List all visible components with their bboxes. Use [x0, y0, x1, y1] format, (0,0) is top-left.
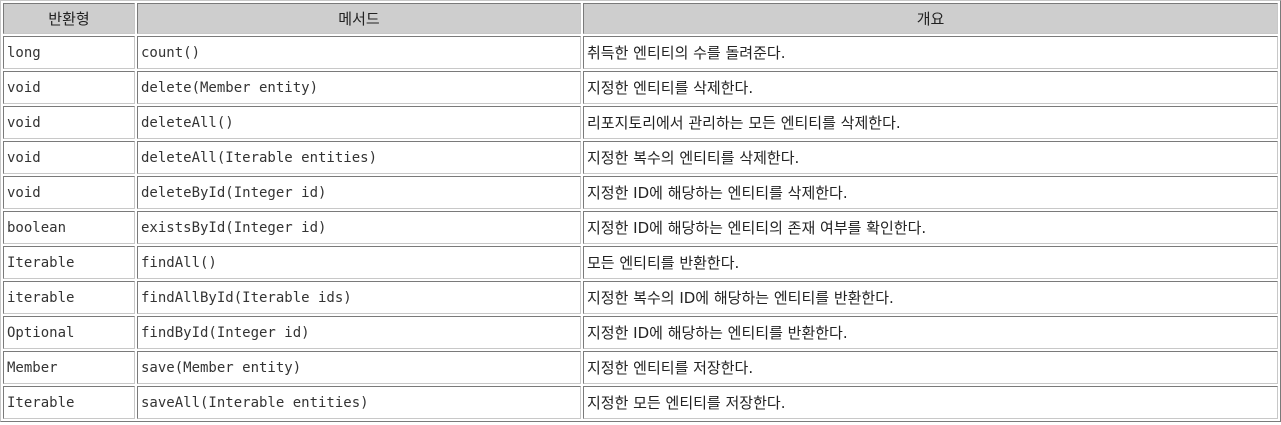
method-cell: saveAll(Interable entities) — [137, 386, 581, 419]
method-cell: existsById(Integer id) — [137, 211, 581, 244]
table-row: Optional findById(Integer id) 지정한 ID에 해당… — [3, 316, 1278, 349]
table-row: long count() 취득한 엔티티의 수를 돌려준다. — [3, 36, 1278, 69]
table-row: void deleteAll() 리포지토리에서 관리하는 모든 엔티티를 삭제… — [3, 106, 1278, 139]
table-row: void delete(Member entity) 지정한 엔티티를 삭제한다… — [3, 71, 1278, 104]
table-row: boolean existsById(Integer id) 지정한 ID에 해… — [3, 211, 1278, 244]
method-cell: deleteAll() — [137, 106, 581, 139]
return-type-cell: boolean — [3, 211, 135, 244]
return-type-cell: void — [3, 176, 135, 209]
return-type-cell: iterable — [3, 281, 135, 314]
table-row: Member save(Member entity) 지정한 엔티티를 저장한다… — [3, 351, 1278, 384]
method-cell: findAllById(Iterable ids) — [137, 281, 581, 314]
method-cell: deleteById(Integer id) — [137, 176, 581, 209]
table-row: Iterable findAll() 모든 엔티티를 반환한다. — [3, 246, 1278, 279]
return-type-cell: Optional — [3, 316, 135, 349]
table-row: void deleteById(Integer id) 지정한 ID에 해당하는… — [3, 176, 1278, 209]
header-return-type: 반환형 — [3, 3, 135, 34]
summary-cell: 지정한 엔티티를 삭제한다. — [583, 71, 1278, 104]
return-type-cell: Member — [3, 351, 135, 384]
method-cell: count() — [137, 36, 581, 69]
summary-cell: 취득한 엔티티의 수를 돌려준다. — [583, 36, 1278, 69]
method-cell: deleteAll(Iterable entities) — [137, 141, 581, 174]
return-type-cell: void — [3, 141, 135, 174]
table-row: iterable findAllById(Iterable ids) 지정한 복… — [3, 281, 1278, 314]
summary-cell: 지정한 ID에 해당하는 엔티티를 반환한다. — [583, 316, 1278, 349]
return-type-cell: long — [3, 36, 135, 69]
summary-cell: 모든 엔티티를 반환한다. — [583, 246, 1278, 279]
method-cell: findAll() — [137, 246, 581, 279]
header-method: 메서드 — [137, 3, 581, 34]
table-row: Iterable saveAll(Interable entities) 지정한… — [3, 386, 1278, 419]
header-row: 반환형 메서드 개요 — [3, 3, 1278, 34]
summary-cell: 지정한 ID에 해당하는 엔티티를 삭제한다. — [583, 176, 1278, 209]
table-row: void deleteAll(Iterable entities) 지정한 복수… — [3, 141, 1278, 174]
method-cell: delete(Member entity) — [137, 71, 581, 104]
table-body: long count() 취득한 엔티티의 수를 돌려준다. void dele… — [3, 36, 1278, 419]
return-type-cell: void — [3, 106, 135, 139]
summary-cell: 지정한 복수의 엔티티를 삭제한다. — [583, 141, 1278, 174]
summary-cell: 지정한 ID에 해당하는 엔티티의 존재 여부를 확인한다. — [583, 211, 1278, 244]
return-type-cell: Iterable — [3, 386, 135, 419]
method-cell: findById(Integer id) — [137, 316, 581, 349]
summary-cell: 리포지토리에서 관리하는 모든 엔티티를 삭제한다. — [583, 106, 1278, 139]
summary-cell: 지정한 모든 엔티티를 저장한다. — [583, 386, 1278, 419]
table-header: 반환형 메서드 개요 — [3, 3, 1278, 34]
header-summary: 개요 — [583, 3, 1278, 34]
return-type-cell: Iterable — [3, 246, 135, 279]
summary-cell: 지정한 엔티티를 저장한다. — [583, 351, 1278, 384]
method-cell: save(Member entity) — [137, 351, 581, 384]
summary-cell: 지정한 복수의 ID에 해당하는 엔티티를 반환한다. — [583, 281, 1278, 314]
return-type-cell: void — [3, 71, 135, 104]
